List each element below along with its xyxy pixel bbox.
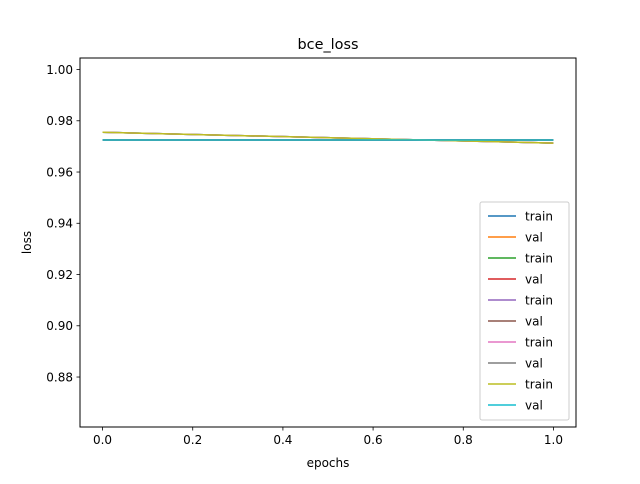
plot-area-frame [79, 57, 577, 428]
legend-label: val [525, 314, 543, 328]
x-axis-ticks: 0.0 0.2 0.4 0.6 0.8 1.0 [93, 427, 563, 447]
legend-label: train [525, 251, 553, 265]
y-tick-label: 1.00 [46, 63, 73, 77]
y-tick-label: 0.94 [46, 217, 73, 231]
x-tick-label: 0.6 [364, 433, 383, 447]
legend-box [479, 201, 570, 421]
legend: train val train val train val train val train val [479, 201, 570, 421]
chart-title: bce_loss [298, 37, 359, 53]
y-tick-label: 0.92 [46, 268, 73, 282]
y-tick-label: 0.98 [46, 114, 73, 128]
y-axis-label: loss [20, 231, 34, 254]
legend-label: train [525, 335, 553, 349]
legend-label: train [525, 293, 553, 307]
y-tick-label: 0.88 [46, 370, 73, 384]
x-tick-label: 0.2 [183, 433, 202, 447]
series-line-9-train [102, 131, 554, 144]
legend-label: train [525, 377, 553, 391]
legend-label: val [525, 272, 543, 286]
legend-label: val [525, 230, 543, 244]
x-tick-label: 0.0 [93, 433, 112, 447]
x-tick-label: 0.8 [454, 433, 473, 447]
x-tick-label: 1.0 [544, 433, 563, 447]
legend-label: val [525, 356, 543, 370]
x-axis-label: epochs [307, 456, 350, 470]
y-tick-label: 0.90 [46, 319, 73, 333]
x-tick-label: 0.4 [273, 433, 292, 447]
y-tick-label: 0.96 [46, 165, 73, 179]
series-lines [102, 131, 554, 144]
legend-label: train [525, 209, 553, 223]
y-axis-ticks: 0.88 0.90 0.92 0.94 0.96 0.98 1.00 [46, 63, 80, 384]
legend-label: val [525, 398, 543, 412]
